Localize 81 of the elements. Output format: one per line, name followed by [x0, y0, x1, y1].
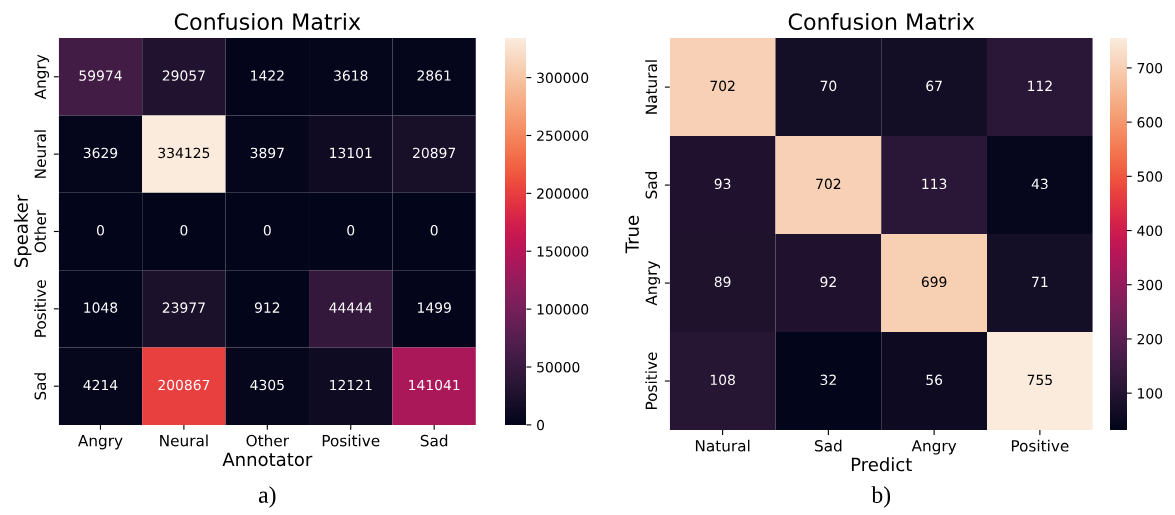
- data-label: 702: [816, 178, 841, 190]
- color-bar-label: 400: [1137, 225, 1163, 237]
- data-label: 699: [921, 276, 947, 288]
- data-label: 0: [96, 225, 104, 236]
- data-label: 4214: [83, 379, 118, 391]
- data-label: 0: [263, 225, 271, 236]
- data-label: 112: [1028, 80, 1052, 91]
- data-label: 93: [714, 178, 731, 190]
- y-tick-label: Neural: [34, 130, 47, 178]
- color-bar-label: 200000: [537, 188, 589, 199]
- x-tick-label: Positive: [1011, 439, 1069, 452]
- color-bar-label: 300000: [537, 72, 589, 84]
- data-label: 1048: [84, 302, 118, 313]
- data-label: 43: [1031, 178, 1048, 190]
- data-label: 0: [180, 225, 188, 236]
- color-bar-label: 700: [1137, 62, 1163, 74]
- data-label: 59974: [79, 70, 122, 81]
- x-tick-label: Natural: [695, 439, 750, 452]
- data-label: 2861: [417, 70, 451, 81]
- data-label: 3618: [334, 70, 368, 81]
- color-bar-label: 200: [1137, 333, 1163, 345]
- data-label: 912: [254, 302, 280, 313]
- data-label: 200867: [158, 379, 210, 391]
- data-label: 108: [710, 374, 735, 386]
- data-label: 334125: [158, 147, 210, 159]
- chart-title: Confusion Matrix: [174, 12, 361, 31]
- x-tick-label: Neural: [160, 434, 208, 447]
- color-bar-label: 0: [537, 419, 545, 431]
- data-label: 44444: [329, 302, 373, 313]
- x-tick-label: Angry: [911, 440, 957, 455]
- data-label: 12121: [330, 379, 372, 391]
- y-tick-label: Angry: [645, 260, 661, 306]
- text: b): [871, 486, 891, 508]
- y-tick-label: Natural: [645, 60, 658, 114]
- data-label: 3897: [250, 147, 284, 159]
- data-label: 32: [820, 374, 836, 386]
- data-label: 1422: [251, 70, 284, 81]
- data-label: 71: [1032, 276, 1048, 287]
- data-label: 23977: [162, 302, 205, 313]
- data-label: 0: [347, 225, 355, 236]
- data-label: 92: [820, 276, 836, 288]
- data-label: 89: [714, 276, 731, 288]
- y-axis-title: Speaker: [13, 194, 32, 268]
- data-label: 4305: [250, 379, 284, 391]
- x-tick-label: Other: [246, 434, 289, 447]
- x-tick-label: Sad: [815, 439, 842, 452]
- y-tick-label: Positive: [34, 280, 47, 337]
- x-tick-label: Positive: [322, 434, 380, 447]
- data-label: 13101: [330, 147, 372, 159]
- data-label: 56: [926, 374, 943, 386]
- color-bar-label: 150000: [537, 246, 589, 257]
- y-tick-label: Positive: [645, 352, 658, 409]
- color-bar-label: 100000: [537, 304, 589, 315]
- color-bar-label: 600: [1137, 117, 1163, 128]
- color-bar-label: 500: [1137, 171, 1163, 182]
- data-label: 113: [922, 178, 947, 190]
- data-label: 702: [710, 80, 735, 92]
- y-tick-label: Sad: [34, 373, 47, 400]
- data-label: 20897: [413, 147, 456, 159]
- data-label: 3629: [83, 147, 118, 159]
- x-tick-label: Angry: [78, 435, 123, 450]
- y-tick-label: Other: [34, 209, 47, 253]
- data-label: 70: [820, 80, 837, 92]
- data-label: 67: [926, 80, 942, 92]
- data-label: 1499: [418, 302, 451, 313]
- color-bar-label: 50000: [537, 361, 580, 373]
- color-bar-label: 100: [1138, 388, 1163, 399]
- data-label: 755: [1027, 374, 1052, 386]
- data-label: 0: [430, 225, 438, 236]
- color-bar-label: 250000: [537, 130, 589, 141]
- text: a): [258, 486, 276, 508]
- x-tick-label: Sad: [420, 434, 448, 447]
- x-axis-title: Annotator: [222, 452, 313, 467]
- data-label: 29057: [162, 70, 205, 81]
- color-bar-label: 300: [1137, 279, 1163, 291]
- y-axis-title: True: [625, 215, 639, 254]
- x-axis-title: Predict: [851, 457, 912, 472]
- y-tick-label: Sad: [645, 172, 658, 199]
- chart-title: Confusion Matrix: [788, 12, 975, 31]
- data-label: 141041: [409, 379, 460, 391]
- y-tick-label: Angry: [34, 54, 50, 100]
